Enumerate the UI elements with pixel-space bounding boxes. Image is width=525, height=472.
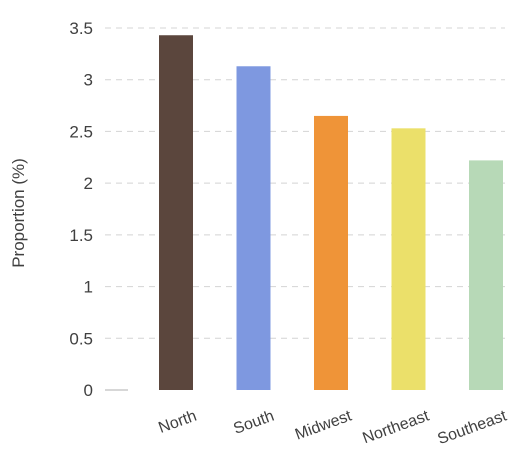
x-tick-label: Southeast [435, 407, 509, 448]
bar-south [236, 66, 271, 391]
y-tick-label: 3.5 [69, 19, 93, 38]
y-axis-ticks: 0 0.5 1 1.5 2 2.5 3 3.5 [69, 19, 93, 400]
y-tick-label: 0 [84, 381, 93, 400]
y-tick-label: 0.5 [69, 329, 93, 348]
y-tick-label: 2.5 [69, 122, 93, 141]
x-tick-label: South [231, 408, 276, 438]
bar-northeast [391, 128, 426, 390]
x-axis-labels: North South Midwest Northeast Southeast [156, 407, 509, 448]
x-tick-label: Northeast [360, 407, 432, 447]
bar-midwest [314, 115, 348, 391]
x-tick-label: Midwest [293, 407, 354, 443]
x-tick-label: North [156, 408, 199, 437]
bar-north [159, 35, 193, 391]
y-tick-label: 3 [84, 71, 93, 90]
y-tick-label: 1.5 [69, 226, 93, 245]
y-axis-title: Proportion (%) [9, 158, 28, 268]
bar-southeast [469, 160, 503, 390]
bars [159, 35, 503, 391]
y-tick-label: 1 [84, 278, 93, 297]
y-tick-label: 2 [84, 174, 93, 193]
